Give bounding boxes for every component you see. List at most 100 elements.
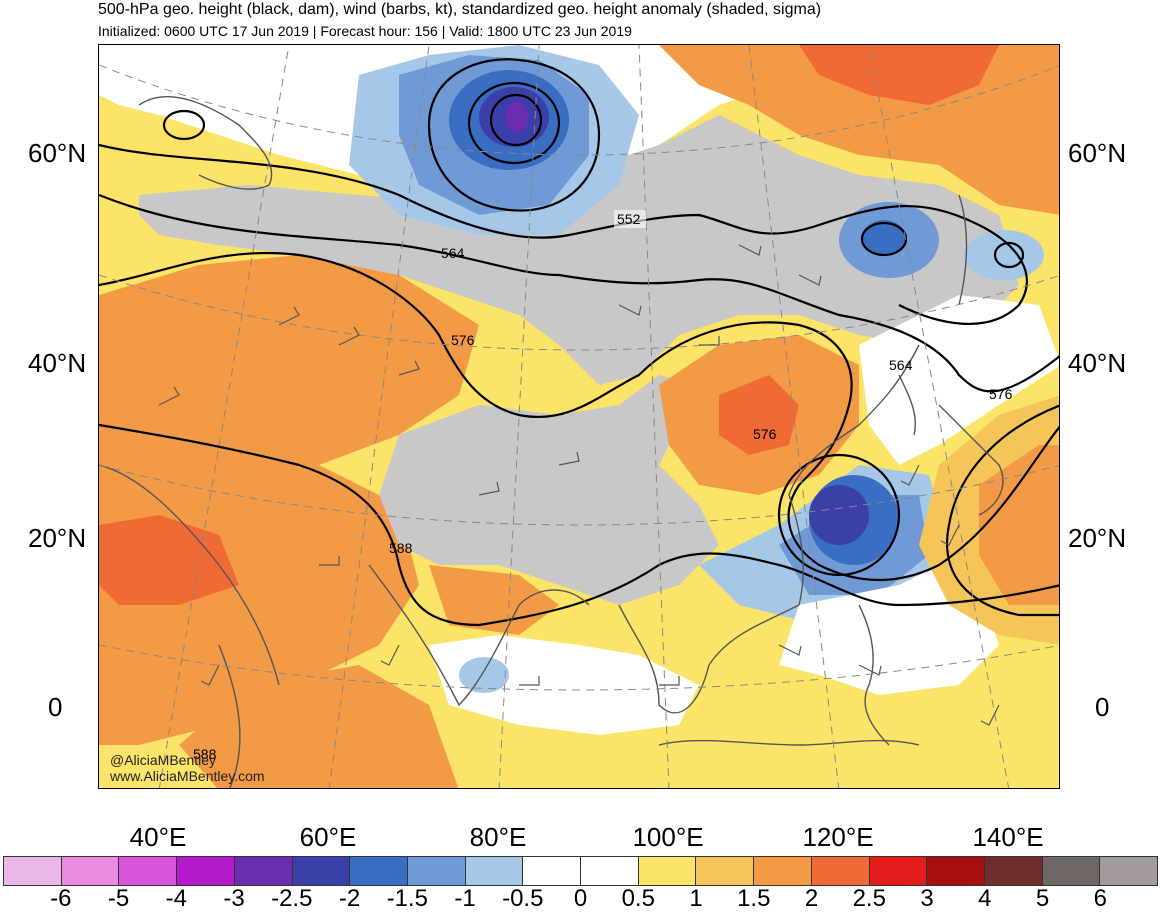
wind-barb: [699, 336, 720, 346]
colorbar-swatch: [465, 856, 524, 886]
wind-barb: [858, 664, 882, 676]
lon-label-40: 40°E: [129, 822, 187, 852]
map-panel: 552 564 576 564 576 576 588 588: [98, 44, 1060, 789]
colorbar-swatch: [407, 856, 466, 886]
wind-barb: [980, 704, 1000, 726]
coastline-indonesia: [658, 739, 920, 746]
colorbar-swatch: [581, 856, 639, 886]
colorbar-tick-label: 1.5: [737, 885, 771, 912]
coastline-japan: [938, 404, 1004, 516]
coastline-east-china: [788, 344, 920, 606]
colorbar-tick-label: 6: [1093, 885, 1107, 912]
wind-barb: [798, 274, 822, 286]
contour-label-bg-1: [614, 210, 646, 228]
graticule-lon-80: [498, 45, 540, 788]
contour-label: 588: [389, 540, 413, 556]
colorbar-swatch: [3, 856, 62, 886]
coastline-scandinavia: [138, 96, 273, 190]
coastline-southeast-asia: [618, 604, 800, 714]
colorbar-tick-label: 5: [1035, 885, 1050, 912]
anomaly-neutral-pacific: [779, 565, 999, 695]
lat-label-0-left: 0: [48, 692, 63, 722]
contour-low-manchuria: [860, 221, 908, 257]
colorbar-swatch: [119, 856, 178, 886]
colorbar-tick-label: -1.5: [386, 885, 428, 912]
graticule-lon-140: [868, 45, 1010, 788]
coastline-africa-east: [218, 644, 241, 788]
wind-barb: [278, 306, 300, 326]
lon-label-60: 60°E: [299, 822, 357, 852]
colorbar-swatch: [523, 856, 582, 886]
contour-high-northwest: [162, 109, 206, 141]
colorbar-tick-label: -6: [50, 885, 72, 912]
wind-barb: [659, 676, 680, 686]
landmask-tibet: [379, 375, 719, 605]
colorbar: [3, 856, 1159, 886]
coastline-korea: [898, 374, 916, 436]
wind-barb: [558, 451, 580, 466]
wind-barb: [380, 644, 400, 666]
graticule-lat-0: [99, 644, 1059, 691]
colorbar-swatch: [984, 856, 1043, 886]
lat-label-40-right: 40°N: [1068, 348, 1127, 378]
colorbar-tick-label: -2.5: [271, 885, 313, 912]
colorbar-tick-label: -5: [107, 885, 130, 912]
lat-label-20-left: 20°N: [28, 523, 87, 553]
colorbar-tick-label: -3: [223, 885, 245, 912]
colorbar-swatch: [696, 856, 755, 886]
contour-low-west-siberia-core: [489, 93, 543, 147]
colorbar-swatch: [292, 856, 351, 886]
colorbar-tick-label: 1: [689, 885, 703, 912]
wind-barb: [158, 386, 180, 406]
coastline-sakhalin: [958, 194, 968, 306]
graticule-lat-60: [99, 64, 1059, 156]
anomaly-neg-west-siberia-min: [505, 102, 529, 132]
colorbar-swatch: [61, 856, 120, 886]
graticule-lon-40: [158, 45, 290, 788]
credit-website: www.AliciaMBentley.com: [110, 768, 265, 784]
anomaly-pos-arabia-core: [99, 515, 239, 605]
wind-barb: [738, 244, 762, 256]
contour-label: 576: [451, 332, 475, 348]
contour-low-sakhalin: [993, 241, 1025, 269]
colorbar-swatch: [754, 856, 812, 886]
colorbar-tick-label: 4: [978, 885, 992, 912]
contour-high-pacific: [946, 404, 1059, 617]
contour-label: 576: [753, 426, 777, 442]
credit-handle: @AliciaMBentley: [110, 752, 217, 768]
anomaly-pos-pacific-core: [979, 445, 1059, 605]
anomaly-neutral-japan: [859, 295, 1059, 465]
contour-564: [99, 193, 1059, 393]
anomaly-pos-indian-ocean-south: [179, 665, 459, 788]
height-contours: [99, 58, 1059, 627]
anomaly-pos-south-asia: [429, 565, 559, 635]
wind-barb: [319, 556, 340, 566]
lat-label-40-left: 40°N: [28, 348, 87, 378]
colorbar-swatch: [1100, 856, 1159, 886]
wind-barb: [338, 326, 360, 346]
wind-barb: [900, 464, 920, 486]
contour-low-west-siberia: [427, 58, 601, 212]
wind-barb: [778, 644, 802, 656]
wind-barb: [398, 360, 420, 376]
chart-title: 500-hPa geo. height (black, dam), wind (…: [98, 1, 822, 18]
graticule: [99, 45, 1059, 788]
anomaly-neg-manchuria-core: [862, 220, 906, 256]
chart-subtitle: Initialized: 0600 UTC 17 Jun 2019 | Fore…: [98, 23, 632, 39]
wind-barb: [618, 304, 642, 316]
graticule-lon-100: [638, 45, 670, 788]
colorbar-tick-label: -1: [454, 885, 476, 912]
colorbar-tick-label: 0: [573, 885, 588, 912]
contour-label: 588: [193, 746, 217, 762]
contour-label: 552: [617, 211, 641, 227]
contour-label: 564: [441, 245, 465, 261]
colorbar-swatch: [811, 856, 870, 886]
lon-label-140: 140°E: [972, 822, 1044, 852]
anomaly-pos-east-china-core: [719, 375, 799, 455]
colorbar-swatch: [350, 856, 408, 886]
graticule-lat-20: [99, 464, 1059, 526]
colorbar-tick-label: 2: [804, 885, 819, 912]
lat-label-60-right: 60°N: [1068, 138, 1127, 168]
anomaly-pos-central-asia: [99, 255, 479, 485]
wind-barb: [478, 481, 500, 496]
